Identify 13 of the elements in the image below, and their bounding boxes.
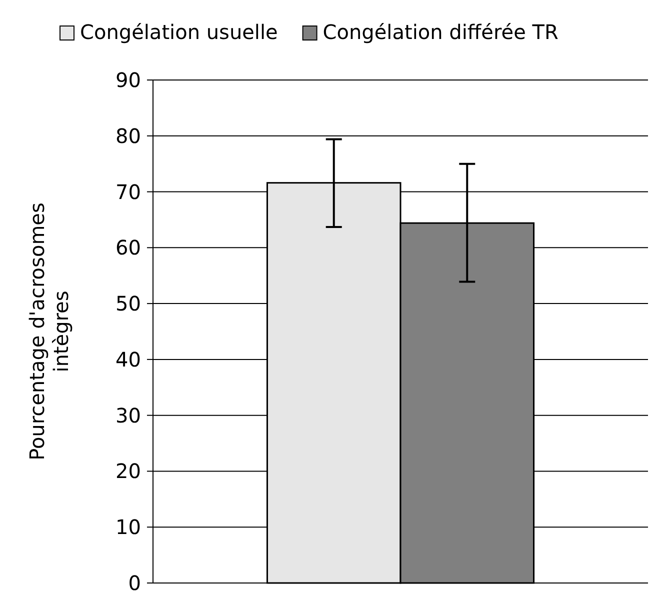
legend-label: Congélation différée TR [322, 20, 558, 44]
y-tick-label: 50 [116, 292, 141, 316]
y-tick-label: 30 [116, 403, 141, 428]
y-tick-label: 40 [116, 347, 141, 372]
y-tick-label: 60 [116, 236, 141, 260]
y-tick-label: 10 [116, 515, 141, 540]
y-axis-title: Pourcentage d'acrosomes intègres [25, 202, 73, 460]
y-tick-label: 0 [128, 571, 141, 595]
y-tick-label: 70 [116, 180, 141, 204]
y-tick-label: 20 [116, 459, 141, 484]
y-tick-label: 90 [116, 68, 141, 92]
legend-label: Congélation usuelle [80, 20, 278, 44]
y-tick-label: 80 [116, 124, 141, 148]
